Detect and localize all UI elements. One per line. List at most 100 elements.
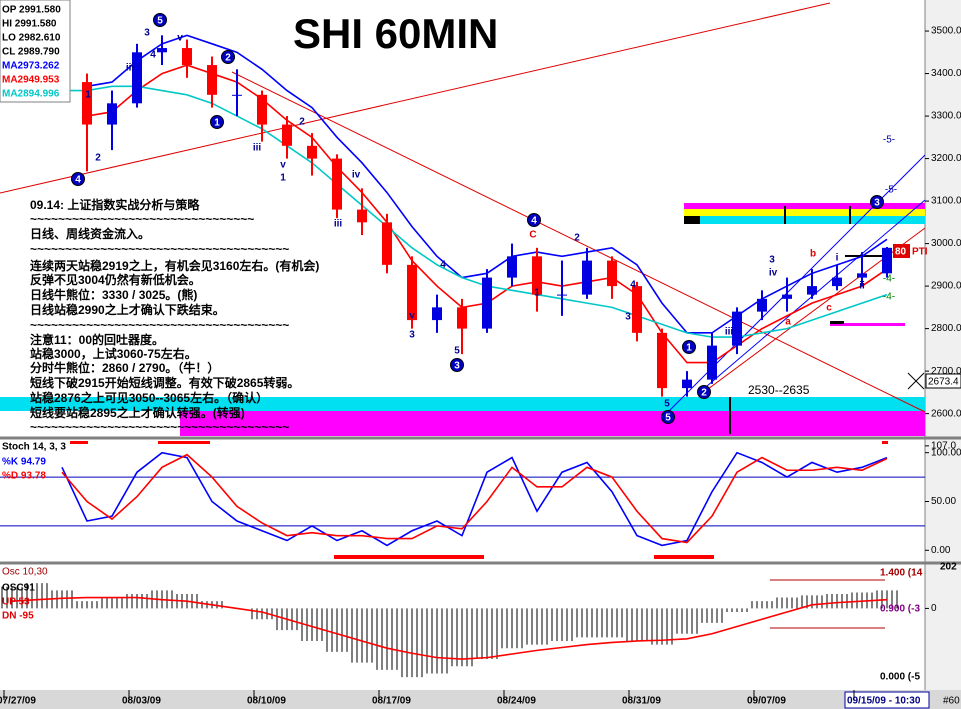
stoch-line (61, 451, 888, 547)
range-label: 2530--2635 (748, 383, 810, 397)
date-cursor-box (844, 691, 930, 709)
candle-body (782, 294, 792, 299)
band-marker (830, 321, 844, 324)
y-tick-label: 2900.0 (931, 281, 961, 292)
legend-entry: %D 93.78 (2, 471, 46, 482)
note-text: ~~~~~~~~~~~~~~~~~~~~~~~~~~~~~~~~~~~~~ (30, 242, 289, 256)
legend-entry: MA2973.262 (2, 61, 60, 72)
candle-body (557, 294, 567, 296)
candle-body (732, 311, 742, 346)
band (684, 209, 925, 216)
wave-label: 3 (769, 255, 775, 266)
cursor-label: 2673.4 (928, 377, 959, 388)
wave-label: iv (352, 170, 361, 181)
candle-body (432, 307, 442, 321)
legend-entry: MA2949.953 (2, 75, 60, 86)
cursor-box (925, 373, 961, 389)
side-label: -5- (883, 135, 895, 146)
wave-label: 1 (280, 173, 286, 184)
wave-circle-label: 4 (75, 175, 81, 186)
legend-entry: MA2894.996 (2, 89, 60, 100)
side-label: -4- (883, 292, 895, 303)
candle-body (757, 298, 767, 312)
x-tick-label: 08/31/09 (622, 696, 661, 707)
note-text: 短线要站稳2895之上才确认转强。(转强) (30, 405, 245, 420)
pti-box (893, 244, 910, 258)
side-label: 1.400 (14 (880, 568, 923, 579)
zone-marker (70, 441, 88, 444)
y-tick-label: 3200.0 (931, 153, 961, 164)
stoch-line (61, 453, 888, 544)
zone-marker (654, 555, 714, 559)
price-axis-strip (925, 0, 961, 690)
x-tick-label: 09/15/09 - 10:30 (847, 696, 921, 707)
wave-label: iii (253, 143, 262, 154)
candle-body (857, 273, 867, 278)
note-text: 日线、周线资金流入。 (30, 226, 150, 241)
candle-body (632, 286, 642, 333)
candle-body (882, 247, 892, 274)
y-tick-label: 3400.0 (931, 68, 961, 79)
x-tick-label: 08/10/09 (247, 696, 286, 707)
candle-body (832, 277, 842, 287)
wave-circle (527, 213, 541, 227)
y-tick-label: 100.00 (931, 447, 961, 458)
wave-label: C (529, 230, 536, 241)
wave-circle-label: 1 (214, 118, 220, 129)
note-text: 日线站稳2990之上才确认下跌结束。 (30, 302, 225, 317)
note-text: 日线牛熊位：3330 / 3025。(熊) (30, 287, 197, 302)
wave-label: v (177, 33, 183, 44)
note-text: ~~~~~~~~~~~~~~~~~~~~~~~~~~~~~~~~~~~~~ (30, 420, 289, 434)
side-label: 0.900 (-3 (880, 604, 920, 615)
wave-label: iii (334, 219, 343, 230)
candle-body (532, 256, 542, 295)
candle-body (232, 94, 242, 96)
wave-circle-label: 4 (531, 216, 537, 227)
candle-body (807, 286, 817, 295)
y-tick-label: 3300.0 (931, 111, 961, 122)
wave-label: iv (769, 268, 778, 279)
x-tick-label: 09/07/09 (747, 696, 786, 707)
y-tick-label: 50.00 (931, 496, 956, 507)
side-label: 0.000 (-5 (880, 672, 920, 683)
wave-circle-label: 3 (874, 198, 880, 209)
info-box (0, 0, 71, 103)
wave-label: iii (725, 327, 734, 338)
wave-label: iii (126, 63, 135, 74)
wave-label: a (785, 317, 791, 328)
candle-body (107, 103, 117, 125)
band-marker (830, 323, 905, 326)
candle-body (182, 48, 192, 66)
plot-area (0, 34, 925, 678)
wave-label: 4 (440, 260, 446, 271)
candle-body (332, 158, 342, 210)
wave-label: 2 (95, 153, 101, 164)
side-label: -4- (883, 274, 895, 285)
band (180, 411, 925, 436)
y-tick-label: 2800.0 (931, 323, 961, 334)
x-tick-label: 08/24/09 (497, 696, 536, 707)
wave-label: 5 (454, 346, 460, 357)
wave-circle (697, 385, 711, 399)
corner-label: #60 (943, 696, 960, 707)
wave-label: 3 (144, 28, 150, 39)
legend-entry: %K 94.79 (2, 457, 46, 468)
wave-label: 3 (625, 312, 631, 323)
candle-body (282, 124, 292, 146)
candle-body (257, 94, 267, 125)
wave-circle-label: 2 (701, 388, 707, 399)
y-tick-label: 0 (931, 603, 937, 614)
wave-circle (661, 410, 675, 424)
wave-label: ii (859, 281, 865, 292)
band (684, 216, 925, 224)
wave-label: 1 (85, 90, 91, 101)
wave-circle-label: 2 (225, 53, 231, 64)
wave-circle (870, 195, 884, 209)
candle-body (382, 222, 392, 265)
wave-label: 1 (534, 288, 540, 299)
zone-marker (158, 441, 210, 444)
candle-body (207, 65, 217, 95)
